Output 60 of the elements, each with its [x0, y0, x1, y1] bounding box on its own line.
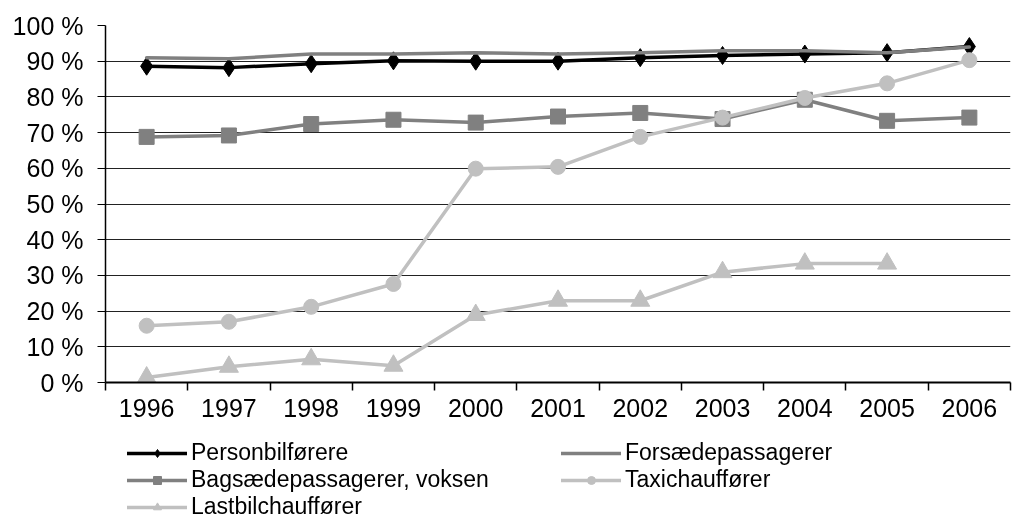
point — [138, 317, 155, 334]
legend-label: Lastbilchauffører — [191, 493, 363, 520]
point — [136, 366, 157, 383]
point — [467, 160, 484, 177]
x-tick-label: 2000 — [447, 393, 504, 422]
point — [961, 52, 978, 69]
point — [469, 51, 483, 71]
point — [220, 313, 237, 330]
point — [632, 128, 649, 145]
legend-label: Forsædepassagerer — [625, 439, 834, 466]
legend-label: Taxichauffører — [625, 466, 772, 493]
point — [879, 112, 896, 129]
point — [220, 127, 237, 144]
point — [632, 104, 649, 121]
point — [879, 75, 896, 92]
y-tick-label: 10 % — [26, 332, 84, 361]
y-tick-label: 70 % — [26, 118, 84, 147]
point — [303, 298, 320, 315]
y-tick-label: 40 % — [26, 225, 84, 254]
x-tick-label: 2005 — [859, 393, 915, 422]
y-tick-label: 80 % — [26, 82, 84, 111]
point — [877, 252, 898, 270]
point — [218, 355, 239, 373]
point — [304, 54, 318, 74]
point — [467, 114, 484, 131]
point — [386, 51, 400, 71]
x-tick-label: 2004 — [777, 393, 833, 422]
point — [961, 109, 978, 126]
x-tick-label: 1998 — [283, 393, 339, 422]
point — [548, 289, 568, 307]
point — [303, 116, 320, 133]
point — [140, 56, 154, 76]
y-tick-label: 50 % — [26, 190, 84, 218]
point — [712, 260, 733, 279]
x-tick-label: 2002 — [612, 393, 669, 422]
point — [550, 108, 566, 125]
x-tick-label: 2006 — [941, 393, 998, 422]
point — [630, 289, 651, 307]
y-tick-label: 100 % — [12, 11, 84, 40]
y-tick-label: 0 % — [40, 368, 84, 397]
x-tick-label: 2001 — [530, 393, 586, 422]
x-tick-label: 2003 — [694, 393, 751, 422]
point — [385, 275, 402, 292]
y-tick-label: 30 % — [26, 261, 84, 290]
point — [138, 128, 155, 145]
point — [383, 354, 404, 372]
x-tick-label: 1996 — [118, 393, 175, 422]
x-tick-label: 1999 — [365, 393, 422, 422]
y-tick-label: 20 % — [26, 297, 84, 326]
legend-label: Personbilførere — [191, 439, 350, 466]
y-tick-label: 90 % — [26, 47, 84, 76]
point — [222, 58, 236, 78]
point — [301, 347, 322, 366]
point — [550, 158, 566, 175]
point — [385, 111, 402, 128]
point — [794, 252, 815, 270]
legend-label: Bagsædepassagerer, voksen — [191, 466, 490, 493]
point — [465, 303, 486, 322]
x-tick-label: 1997 — [201, 393, 257, 422]
y-tick-label: 60 % — [26, 154, 84, 183]
